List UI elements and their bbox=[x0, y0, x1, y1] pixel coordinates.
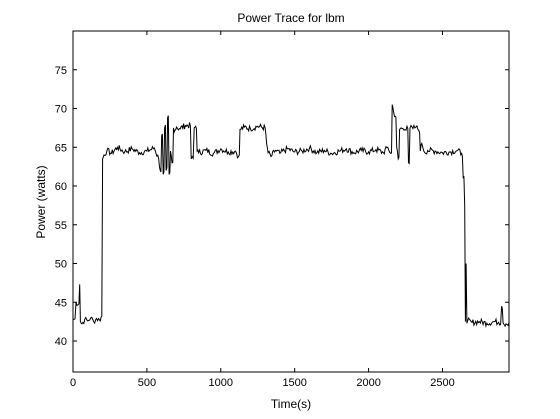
y-tick-label: 55 bbox=[55, 220, 67, 232]
y-tick-label: 60 bbox=[55, 181, 67, 193]
x-tick-label: 0 bbox=[70, 377, 76, 389]
y-axis-label: Power (watts) bbox=[34, 165, 48, 238]
y-tick-label: 40 bbox=[55, 336, 67, 348]
y-axis: 40 45 50 55 60 65 70 75 bbox=[55, 65, 509, 348]
y-tick-label: 75 bbox=[55, 65, 67, 77]
x-axis-label: Time(s) bbox=[271, 397, 311, 411]
x-tick-label: 1500 bbox=[282, 377, 306, 389]
power-series-line bbox=[72, 104, 510, 328]
y-tick-label: 70 bbox=[55, 104, 67, 116]
chart-title: Power Trace for lbm bbox=[237, 11, 344, 25]
x-tick-label: 2000 bbox=[356, 377, 380, 389]
x-tick-label: 2500 bbox=[430, 377, 454, 389]
x-tick-label: 1000 bbox=[209, 377, 233, 389]
x-tick-label: 500 bbox=[138, 377, 156, 389]
x-axis: 0 500 1000 1500 2000 2500 bbox=[70, 31, 455, 389]
y-tick-label: 50 bbox=[55, 259, 67, 271]
y-tick-label: 45 bbox=[55, 297, 67, 309]
plot-area bbox=[72, 30, 510, 373]
y-tick-label: 65 bbox=[55, 142, 67, 154]
